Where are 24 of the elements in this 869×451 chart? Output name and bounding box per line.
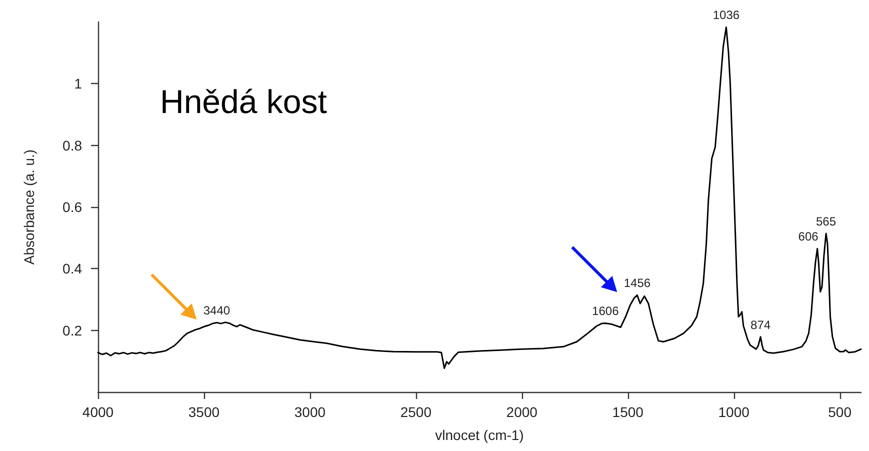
y-tick-label: 0.6 — [62, 199, 82, 215]
x-tick-label: 4000 — [82, 404, 114, 420]
x-tick-label: 2500 — [400, 404, 432, 420]
y-axis-title: Absorbance (a. u.) — [21, 149, 37, 265]
annotation: 3440 — [203, 304, 230, 318]
line-series — [97, 26, 862, 370]
annotation: 1456 — [624, 276, 651, 290]
y-tick-label: 0.4 — [62, 260, 82, 277]
y-tick-label: 0.2 — [62, 322, 82, 338]
annotation: 874 — [750, 318, 771, 332]
annotation: 565 — [816, 214, 836, 229]
annotation: 1036 — [712, 8, 740, 22]
x-axis-title: vlnocet (cm-1) — [435, 427, 524, 443]
annotation: 1606 — [592, 304, 620, 318]
y-tick-label: 0.8 — [62, 137, 82, 154]
x-tick-label: 3000 — [294, 404, 326, 420]
x-tick-label: 500 — [828, 404, 852, 420]
x-tick-label: 1500 — [612, 404, 644, 420]
x-tick-label: 1000 — [718, 404, 750, 420]
x-tick-label: 3500 — [188, 404, 220, 420]
x-tick-label: 2000 — [506, 404, 538, 420]
text: Hnědá kost — [160, 83, 327, 120]
y-tick-label: 1 — [74, 76, 82, 92]
annotation: 606 — [798, 230, 819, 244]
